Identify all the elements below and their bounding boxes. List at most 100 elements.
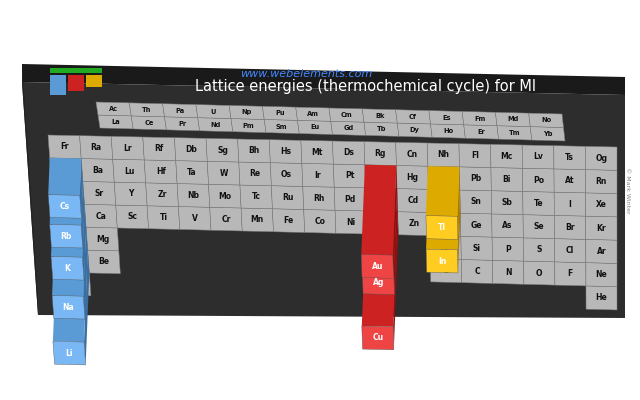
Text: Ni: Ni	[347, 218, 356, 227]
Polygon shape	[147, 206, 180, 230]
Text: Ra: Ra	[91, 143, 102, 152]
Text: At: At	[565, 176, 575, 185]
Text: U: U	[211, 108, 216, 114]
Polygon shape	[56, 249, 90, 273]
Text: No: No	[541, 117, 551, 123]
Text: Sr: Sr	[95, 189, 104, 198]
Text: Ir: Ir	[315, 171, 321, 180]
Polygon shape	[163, 104, 198, 118]
Text: O: O	[536, 268, 543, 278]
Polygon shape	[53, 341, 86, 365]
Text: www.webelements.com: www.webelements.com	[240, 69, 372, 79]
Polygon shape	[365, 165, 397, 188]
Polygon shape	[522, 168, 554, 192]
Text: Er: Er	[477, 129, 485, 135]
Polygon shape	[428, 143, 460, 167]
Text: Rg: Rg	[374, 149, 386, 158]
Polygon shape	[555, 262, 586, 286]
Polygon shape	[131, 116, 166, 130]
Text: Hg: Hg	[406, 173, 419, 182]
Polygon shape	[460, 213, 492, 237]
Polygon shape	[362, 271, 394, 294]
Polygon shape	[81, 182, 84, 248]
Text: S: S	[536, 245, 541, 254]
Polygon shape	[237, 139, 270, 163]
Text: Es: Es	[442, 115, 451, 121]
Text: Pa: Pa	[175, 108, 185, 114]
Polygon shape	[334, 187, 366, 211]
Polygon shape	[48, 158, 81, 195]
Text: Mg: Mg	[96, 234, 109, 244]
Polygon shape	[397, 212, 429, 236]
Polygon shape	[362, 211, 397, 327]
Text: W: W	[220, 169, 228, 178]
Polygon shape	[335, 210, 367, 234]
Text: He: He	[596, 294, 607, 302]
Polygon shape	[51, 204, 84, 257]
Polygon shape	[50, 158, 83, 182]
Polygon shape	[529, 113, 563, 128]
Text: Tc: Tc	[252, 192, 260, 201]
Text: Lu: Lu	[124, 166, 134, 176]
Text: Co: Co	[314, 217, 325, 226]
Text: Fl: Fl	[471, 151, 479, 160]
Polygon shape	[531, 127, 565, 141]
Polygon shape	[269, 140, 302, 163]
Polygon shape	[206, 138, 239, 162]
Polygon shape	[52, 226, 86, 296]
Text: Cl: Cl	[566, 246, 574, 255]
Polygon shape	[50, 224, 83, 248]
Polygon shape	[523, 215, 554, 239]
Polygon shape	[83, 182, 116, 205]
Polygon shape	[333, 164, 365, 188]
Text: Am: Am	[307, 111, 319, 117]
Text: Nd: Nd	[210, 122, 220, 128]
Polygon shape	[301, 140, 333, 164]
Polygon shape	[22, 82, 625, 318]
Polygon shape	[146, 183, 179, 206]
Polygon shape	[362, 109, 397, 123]
Polygon shape	[429, 236, 461, 260]
Text: Ti: Ti	[159, 213, 168, 222]
Polygon shape	[492, 260, 524, 284]
Polygon shape	[492, 214, 524, 238]
Polygon shape	[111, 136, 144, 160]
Polygon shape	[461, 236, 492, 260]
Polygon shape	[459, 144, 491, 168]
Text: Ga: Ga	[439, 220, 451, 229]
Polygon shape	[83, 204, 86, 280]
Polygon shape	[365, 188, 397, 212]
Text: Fe: Fe	[284, 216, 294, 225]
Polygon shape	[298, 120, 333, 134]
Text: Mo: Mo	[218, 192, 232, 201]
Polygon shape	[177, 184, 210, 207]
Polygon shape	[270, 163, 303, 186]
Text: Rh: Rh	[313, 194, 324, 203]
Text: Ag: Ag	[372, 278, 384, 287]
Text: Nb: Nb	[188, 191, 200, 200]
Polygon shape	[83, 227, 88, 319]
Text: V: V	[192, 214, 198, 223]
Polygon shape	[80, 158, 83, 218]
Polygon shape	[460, 167, 492, 191]
Polygon shape	[396, 110, 431, 124]
Text: Mn: Mn	[251, 215, 264, 224]
Text: Rn: Rn	[596, 177, 607, 186]
Text: Zn: Zn	[408, 219, 419, 228]
Text: © Mark Winter: © Mark Winter	[625, 167, 630, 213]
Bar	[50, 68, 102, 73]
Polygon shape	[523, 192, 554, 215]
Polygon shape	[586, 216, 617, 240]
Polygon shape	[362, 326, 394, 350]
Text: Hf: Hf	[156, 167, 166, 176]
Text: Yb: Yb	[543, 131, 552, 137]
Polygon shape	[210, 207, 242, 231]
Text: Pm: Pm	[243, 122, 255, 128]
Polygon shape	[55, 226, 88, 250]
Polygon shape	[98, 115, 133, 129]
Polygon shape	[462, 112, 497, 126]
Polygon shape	[84, 204, 117, 228]
Text: Sc: Sc	[127, 212, 137, 221]
Text: Pu: Pu	[275, 110, 285, 116]
Text: Lv: Lv	[533, 152, 543, 162]
